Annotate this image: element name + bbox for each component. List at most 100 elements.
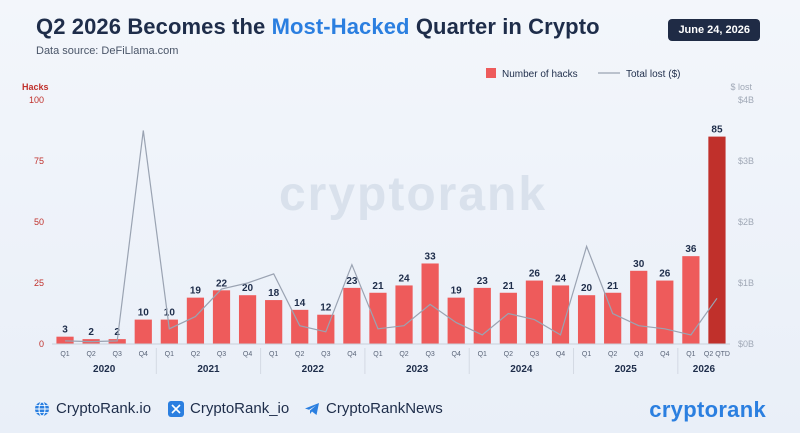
bar-value-label: 26 — [529, 269, 541, 280]
right-tick-label: $4B — [738, 95, 754, 105]
quarter-tick-label: Q3 — [425, 351, 434, 358]
quarter-tick-label: Q3 — [113, 351, 122, 358]
quarter-tick-label: Q2 — [295, 351, 304, 358]
left-tick-label: 25 — [34, 278, 44, 288]
quarter-tick-label: Q3 — [217, 351, 226, 358]
hack-bar — [160, 319, 178, 344]
right-tick-label: $0B — [738, 339, 754, 349]
bar-value-label: 85 — [711, 125, 723, 136]
bar-value-label: 22 — [216, 278, 228, 289]
bar-value-label: 19 — [190, 286, 202, 297]
quarter-tick-label: Q1 — [60, 351, 69, 358]
bar-value-label: 18 — [268, 288, 280, 299]
footer-site[interactable]: CryptoRank.io — [34, 400, 151, 417]
hack-bar — [656, 280, 674, 344]
hack-bar — [186, 297, 205, 344]
quarter-tick-label: Q2 — [191, 351, 200, 358]
year-label: 2024 — [510, 364, 533, 375]
date-badge: June 24, 2026 — [668, 19, 760, 41]
right-tick-label: $3B — [738, 156, 754, 166]
quarter-tick-label: Q1 — [373, 351, 382, 358]
quarter-tick-label: Q4 — [347, 351, 356, 358]
hack-bar — [525, 280, 544, 344]
left-tick-label: 100 — [29, 95, 44, 105]
hack-bar — [317, 314, 335, 344]
right-tick-label: $1B — [738, 278, 754, 288]
telegram-icon — [304, 401, 320, 417]
chart-title: Q2 2026 Becomes the Most-Hacked Quarter … — [36, 14, 600, 39]
hack-bar — [499, 292, 517, 344]
quarter-tick-label: Q2 — [608, 351, 617, 358]
left-tick-label: 75 — [34, 156, 44, 166]
footer-x[interactable]: CryptoRank_io — [168, 400, 289, 417]
hack-bar — [473, 287, 491, 344]
quarter-tick-label: Q1 — [269, 351, 278, 358]
hack-bar — [212, 290, 231, 344]
hacks-chart: cryptorank Hacks $ lost 0 25 50 75 100 $0B $1B $2B… — [22, 68, 754, 375]
right-tick-label: $2B — [738, 217, 754, 227]
quarter-tick-label: Q1 — [478, 351, 487, 358]
x-icon — [168, 400, 184, 417]
total-lost-line — [64, 130, 718, 343]
bar-value-label: 36 — [685, 244, 697, 255]
hack-bar — [682, 256, 700, 344]
bar-value-label: 20 — [242, 283, 254, 294]
hack-bar — [343, 287, 361, 344]
left-tick-label: 50 — [34, 217, 44, 227]
bar-value-label: 2 — [88, 327, 94, 338]
quarter-tick-label: Q1 — [582, 351, 591, 358]
telegram-text: CryptoRankNews — [326, 400, 443, 417]
bar-value-label: 14 — [294, 298, 306, 309]
legend-swatch-hacks — [486, 68, 496, 78]
year-label: 2022 — [302, 364, 325, 375]
quarter-tick-label: Q4 — [556, 351, 565, 358]
year-label: 2025 — [615, 364, 638, 375]
bar-value-label: 20 — [581, 283, 593, 294]
hack-bar — [551, 285, 570, 344]
year-label: 2021 — [197, 364, 220, 375]
legend-label-hacks: Number of hacks — [502, 69, 578, 80]
bar-value-label: 23 — [477, 276, 489, 287]
bar-value-label: 33 — [425, 251, 437, 262]
quarter-tick-label: Q2 — [504, 351, 513, 358]
quarter-tick-label: Q2 — [86, 351, 95, 358]
hack-bar — [395, 285, 413, 344]
bar-value-label: 21 — [372, 281, 384, 292]
quarter-tick-label: Q2 — [399, 351, 408, 358]
bar-value-label: 2 — [114, 327, 120, 338]
bar-value-label: 23 — [346, 276, 358, 287]
hack-bar — [708, 136, 726, 344]
left-tick-label: 0 — [39, 339, 44, 349]
globe-icon — [34, 401, 50, 417]
hack-bar — [238, 295, 257, 344]
quarter-tick-label: Q1 — [686, 351, 695, 358]
legend-label-lost: Total lost ($) — [626, 69, 680, 80]
hack-bar — [630, 270, 648, 344]
bar-value-label: 21 — [503, 281, 515, 292]
bar-value-label: 30 — [633, 259, 645, 270]
bar-value-label: 12 — [320, 303, 332, 314]
quarter-tick-label: Q4 — [452, 351, 461, 358]
bar-value-label: 10 — [164, 308, 176, 319]
quarter-tick-label: Q3 — [530, 351, 539, 358]
quarter-tick-label: Q1 — [165, 351, 174, 358]
quarter-tick-label: Q3 — [321, 351, 330, 358]
quarter-tick-label: Q4 — [243, 351, 252, 358]
data-source: Data source: DeFiLlama.com — [36, 45, 179, 57]
hack-bar — [265, 300, 283, 344]
year-label: 2020 — [93, 364, 116, 375]
footer-telegram[interactable]: CryptoRankNews — [304, 400, 443, 417]
bar-value-label: 26 — [659, 269, 671, 280]
year-label: 2023 — [406, 364, 429, 375]
bar-value-label: 10 — [138, 308, 150, 319]
site-link-text: CryptoRank.io — [56, 400, 152, 417]
title-highlight: Most-Hacked — [271, 14, 410, 39]
bar-value-label: 3 — [62, 325, 68, 336]
quarter-tick-label: Q4 — [660, 351, 669, 358]
hack-bar — [134, 319, 152, 344]
x-handle-text: CryptoRank_io — [190, 400, 290, 417]
watermark: cryptorank — [279, 168, 547, 221]
quarter-tick-label: Q3 — [634, 351, 643, 358]
right-axis-label: $ lost — [730, 82, 752, 92]
